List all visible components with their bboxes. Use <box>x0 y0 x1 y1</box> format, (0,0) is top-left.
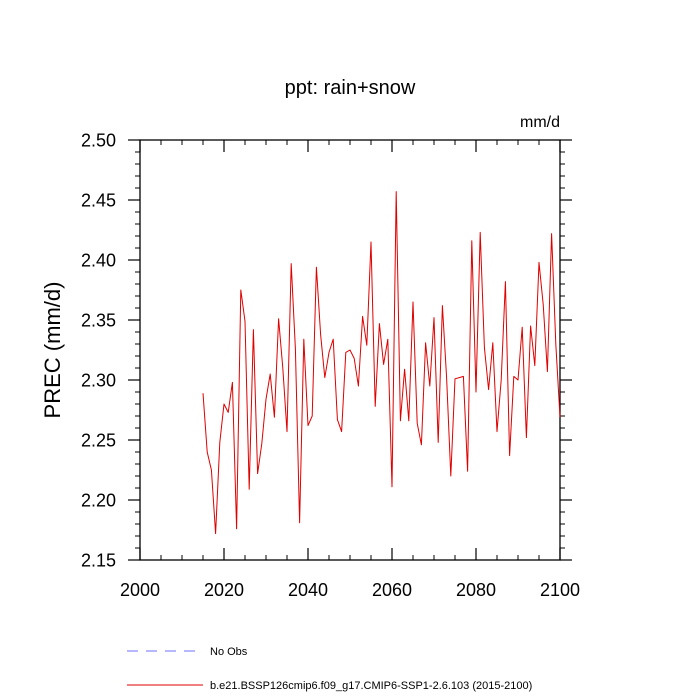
plot-frame <box>139 139 561 561</box>
y-tick-label: 2.25 <box>81 431 116 451</box>
x-tick-label: 2020 <box>204 580 244 600</box>
legend-label: No Obs <box>210 646 248 658</box>
x-tick-label: 2040 <box>288 580 328 600</box>
y-tick-label: 2.50 <box>81 131 116 151</box>
x-tick-label: 2000 <box>120 580 160 600</box>
y-axis-label: PREC (mm/d) <box>40 282 65 419</box>
x-tick-label: 2080 <box>456 580 496 600</box>
y-tick-labels: 2.15 2.20 2.25 2.30 2.35 2.40 2.45 2.50 <box>81 131 116 571</box>
y-tick-label: 2.45 <box>81 191 116 211</box>
x-tick-labels: 2000 2020 2040 2060 2080 2100 <box>120 580 580 600</box>
x-tick-label: 2060 <box>372 580 412 600</box>
x-tick-label: 2100 <box>540 580 580 600</box>
legend-item: b.e21.BSSP126cmip6.f09_g17.CMIP6-SSP1-2.… <box>127 680 532 692</box>
units-label: mm/d <box>520 114 560 131</box>
legend-label: b.e21.BSSP126cmip6.f09_g17.CMIP6-SSP1-2.… <box>210 680 532 692</box>
major-ticks <box>128 139 572 561</box>
y-tick-label: 2.15 <box>81 551 116 571</box>
y-tick-label: 2.40 <box>81 251 116 271</box>
legend-item: No Obs <box>127 646 248 658</box>
y-tick-label: 2.20 <box>81 491 116 511</box>
series-line <box>202 191 561 535</box>
legend: No Obs b.e21.BSSP126cmip6.f09_g17.CMIP6-S… <box>127 646 532 692</box>
y-tick-label: 2.35 <box>81 311 116 331</box>
chart-title: ppt: rain+snow <box>285 77 416 99</box>
series-layer <box>202 191 561 535</box>
y-tick-label: 2.30 <box>81 371 116 391</box>
